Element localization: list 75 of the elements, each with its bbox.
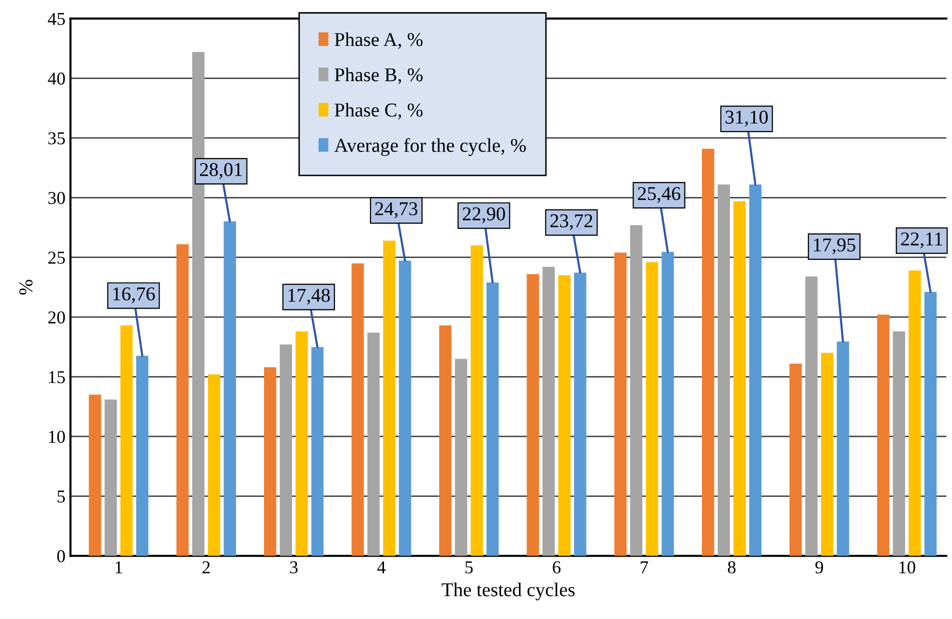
x-tick-label: 1 [116,561,122,574]
x-tick-label: 9 [815,561,824,574]
y-tick-label: 0 [57,550,65,562]
bar [542,266,555,556]
data-label: 24,73 [375,202,418,218]
data-label: 17,95 [814,238,856,254]
bar [208,374,220,556]
data-label: 22,90 [462,207,505,224]
bar [176,244,189,556]
y-tick-label: 5 [58,490,65,503]
bar [280,344,292,556]
bar [264,367,276,556]
legend-label: Phase B, % [334,68,423,84]
bar [486,282,499,556]
x-tick-label: 3 [290,561,298,574]
y-tick-label: 35 [48,132,65,144]
data-label: 31,10 [726,110,768,127]
bar [224,221,236,556]
data-label: 17,48 [288,288,330,305]
bar [836,342,850,556]
x-tick-label: 8 [728,561,736,574]
y-tick-label: 15 [49,371,65,384]
bar [454,358,468,556]
x-tick-label: 7 [640,561,648,574]
legend-label: Phase C, % [334,102,423,120]
y-axis-title: % [19,280,33,295]
bar [296,331,308,556]
x-tick-label: 2 [202,561,210,574]
bar [892,331,906,556]
data-label: 23,72 [550,214,592,230]
bar [630,225,642,556]
x-tick-label: 6 [552,561,561,574]
bar [470,245,483,556]
bar [439,325,452,556]
bar [908,270,921,556]
bar [120,325,133,556]
bar [367,332,380,556]
bar [749,184,762,556]
bar [790,364,802,556]
x-tick-label: 5 [465,561,473,574]
bar [821,352,834,556]
legend-label: Average for the cycle, % [334,138,526,156]
x-tick-label: 4 [377,561,386,574]
bar [104,399,117,556]
y-tick-label: 40 [48,72,65,85]
y-tick-label: 30 [48,192,65,204]
bar [924,292,937,556]
data-label: 25,46 [638,187,680,203]
bar [702,148,714,556]
bar [352,263,364,556]
y-tick-label: 20 [48,311,65,324]
bar [718,184,730,556]
bar [311,347,324,556]
bar [574,272,586,556]
bar [558,275,571,556]
bar [733,201,746,556]
y-tick-label: 45 [48,12,65,26]
bar [877,314,890,556]
data-label: 28,01 [200,163,242,179]
bar [662,252,674,556]
bar [398,260,412,556]
bar [805,276,818,556]
x-axis-title: The tested cycles [442,582,575,600]
bar [88,394,102,556]
y-tick-label: 10 [49,430,65,443]
bar [383,240,396,556]
y-tick-label: 25 [48,252,65,264]
data-label: 16,76 [113,287,155,304]
legend-label: Phase A, % [334,32,423,49]
data-label: 22,11 [901,232,942,248]
bar [136,356,148,556]
bar [526,274,540,556]
bar [646,262,658,556]
bar [614,252,627,556]
x-tick-label: 10 [899,561,916,574]
